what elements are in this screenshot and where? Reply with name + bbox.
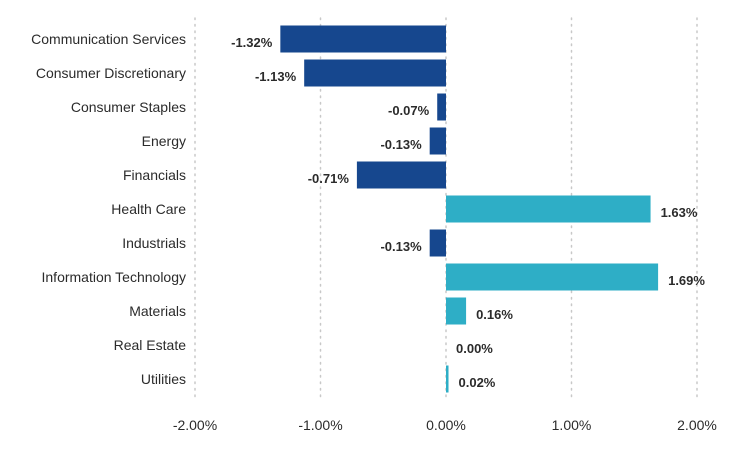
x-tick-label: 0.00% (426, 417, 466, 433)
bar (446, 263, 659, 291)
category-label: Consumer Staples (71, 99, 186, 115)
category-label: Materials (129, 303, 186, 319)
bar (304, 59, 446, 87)
bar (446, 195, 651, 223)
data-label: -1.32% (231, 35, 273, 50)
category-label: Consumer Discretionary (36, 65, 186, 81)
category-label: Real Estate (114, 337, 187, 353)
x-tick-label: 2.00% (677, 417, 717, 433)
x-tick-label: -2.00% (173, 417, 217, 433)
data-label: 1.69% (668, 273, 705, 288)
x-tick-label: -1.00% (298, 417, 342, 433)
category-label: Health Care (111, 201, 186, 217)
category-label: Utilities (141, 371, 186, 387)
category-label: Financials (123, 167, 186, 183)
category-label: Communication Services (31, 31, 186, 47)
category-label: Industrials (122, 235, 186, 251)
value-labels: -1.32% -1.13% -0.07% -0.13% -0.71% 1.63% -0.13… (231, 35, 705, 390)
data-label: -0.13% (380, 137, 422, 152)
bar (429, 127, 446, 155)
bar (437, 93, 446, 121)
data-label: 0.02% (459, 375, 496, 390)
category-labels: Communication Services Consumer Discretio… (31, 31, 186, 387)
data-label: 1.63% (661, 205, 698, 220)
data-label: 0.16% (476, 307, 513, 322)
bar (280, 25, 446, 53)
bars (280, 25, 659, 393)
data-label: -0.13% (380, 239, 422, 254)
data-label: -0.07% (388, 103, 430, 118)
category-label: Energy (142, 133, 186, 149)
x-tick-label: 1.00% (552, 417, 592, 433)
bar (446, 365, 449, 393)
x-axis-tick-labels: -2.00% -1.00% 0.00% 1.00% 2.00% (173, 417, 717, 433)
bar (429, 229, 446, 257)
bar (446, 297, 467, 325)
bar (356, 161, 446, 189)
data-label: -1.13% (255, 69, 297, 84)
data-label: 0.00% (456, 341, 493, 356)
category-label: Information Technology (42, 269, 187, 285)
data-label: -0.71% (308, 171, 350, 186)
